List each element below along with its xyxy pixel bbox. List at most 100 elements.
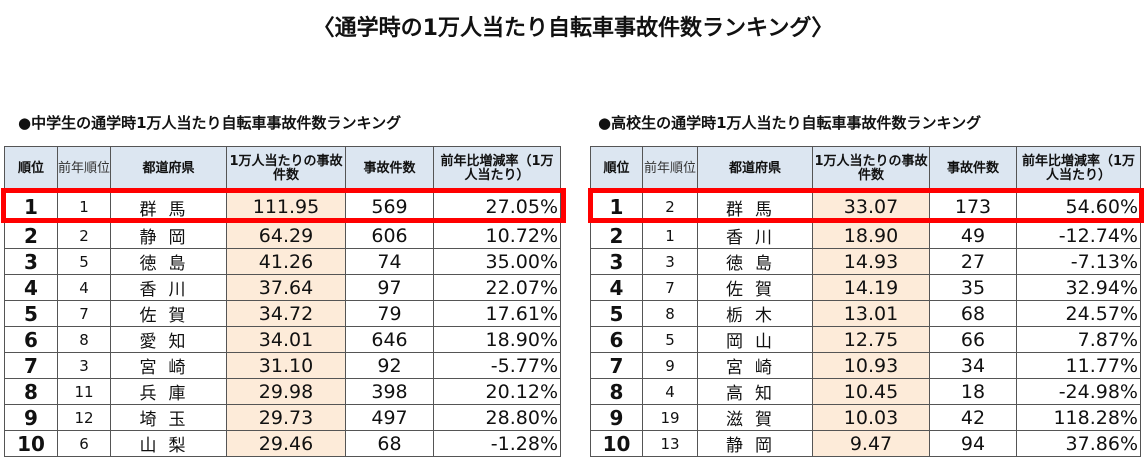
cell-prev-rank: 5: [57, 248, 111, 275]
cell-prefecture: 愛知: [110, 326, 227, 353]
cell-rank: 8: [4, 378, 58, 405]
cell-prefecture: 高知: [697, 378, 813, 405]
table-row: 5 7 佐賀 34.72 79 17.61%: [4, 300, 561, 327]
table-row: 7 3 宮崎 31.10 92 -5.77%: [4, 352, 561, 379]
high-school-ranking-table: 順位 前年順位 都道府県 1万人当たりの事故件数 事故件数 前年比増減率（1万人当たり） 1…: [590, 146, 1141, 457]
header-prev-rank: 前年順位: [642, 146, 698, 192]
cell-change: -24.98%: [1016, 378, 1141, 405]
cell-prev-rank: 13: [642, 430, 698, 457]
cell-change: 22.07%: [433, 274, 561, 301]
cell-prev-rank: 12: [57, 404, 111, 431]
cell-rate: 14.19: [812, 274, 930, 301]
cell-count: 94: [929, 430, 1017, 457]
cell-change: 17.61%: [433, 300, 561, 327]
header-prefecture: 都道府県: [697, 146, 813, 192]
cell-count: 35: [929, 274, 1017, 301]
cell-prev-rank: 19: [642, 404, 698, 431]
cell-count: 79: [345, 300, 434, 327]
cell-count: 66: [929, 326, 1017, 353]
cell-rate: 64.29: [226, 222, 346, 249]
table-row: 9 19 滋賀 10.03 42 118.28%: [590, 404, 1141, 431]
cell-prefecture: 栃木: [697, 300, 813, 327]
cell-prev-rank: 6: [57, 430, 111, 457]
cell-prefecture: 宮崎: [110, 352, 227, 379]
cell-prefecture: 徳島: [697, 248, 813, 275]
cell-count: 646: [345, 326, 434, 353]
cell-rank: 7: [590, 352, 643, 379]
cell-count: 92: [345, 352, 434, 379]
cell-rank: 4: [590, 274, 643, 301]
cell-rate: 10.93: [812, 352, 930, 379]
highlight-box-junior-high: [1, 188, 566, 223]
cell-rank: 8: [590, 378, 643, 405]
cell-change: 20.12%: [433, 378, 561, 405]
table-row: 2 1 香川 18.90 49 -12.74%: [590, 222, 1141, 249]
cell-count: 497: [345, 404, 434, 431]
table-row: 8 11 兵庫 29.98 398 20.12%: [4, 378, 561, 405]
cell-count: 34: [929, 352, 1017, 379]
cell-prev-rank: 3: [57, 352, 111, 379]
cell-prev-rank: 8: [642, 300, 698, 327]
cell-rank: 2: [590, 222, 643, 249]
header-count: 事故件数: [929, 146, 1017, 192]
cell-prefecture: 宮崎: [697, 352, 813, 379]
cell-prev-rank: 7: [642, 274, 698, 301]
cell-rate: 18.90: [812, 222, 930, 249]
cell-rank: 10: [590, 430, 643, 457]
cell-prefecture: 香川: [110, 274, 227, 301]
cell-change: -5.77%: [433, 352, 561, 379]
table-row: 5 8 栃木 13.01 68 24.57%: [590, 300, 1141, 327]
cell-rate: 34.72: [226, 300, 346, 327]
cell-rate: 10.03: [812, 404, 930, 431]
cell-rate: 12.75: [812, 326, 930, 353]
cell-change: -12.74%: [1016, 222, 1141, 249]
header-prefecture: 都道府県: [110, 146, 227, 192]
cell-prev-rank: 7: [57, 300, 111, 327]
cell-rate: 9.47: [812, 430, 930, 457]
table-row: 1 1 群馬 111.95 569 27.05%: [4, 191, 561, 223]
table-row: 3 3 徳島 14.93 27 -7.13%: [590, 248, 1141, 275]
cell-prefecture: 静岡: [110, 222, 227, 249]
cell-rank: 4: [4, 274, 58, 301]
cell-prefecture: 兵庫: [110, 378, 227, 405]
cell-count: 27: [929, 248, 1017, 275]
cell-rank: 7: [4, 352, 58, 379]
cell-change: 24.57%: [1016, 300, 1141, 327]
header-prev-rank: 前年順位: [57, 146, 111, 192]
cell-change: 28.80%: [433, 404, 561, 431]
cell-rate: 13.01: [812, 300, 930, 327]
cell-count: 68: [929, 300, 1017, 327]
cell-prev-rank: 4: [57, 274, 111, 301]
cell-prefecture: 静岡: [697, 430, 813, 457]
cell-prefecture: 滋賀: [697, 404, 813, 431]
cell-change: 7.87%: [1016, 326, 1141, 353]
table-row: 10 13 静岡 9.47 94 37.86%: [590, 430, 1141, 457]
cell-prev-rank: 8: [57, 326, 111, 353]
cell-rate: 14.93: [812, 248, 930, 275]
cell-rank: 6: [590, 326, 643, 353]
cell-prefecture: 佐賀: [697, 274, 813, 301]
cell-prev-rank: 2: [57, 222, 111, 249]
table-row: 6 5 岡山 12.75 66 7.87%: [590, 326, 1141, 353]
cell-rank: 6: [4, 326, 58, 353]
cell-prev-rank: 5: [642, 326, 698, 353]
cell-rank: 9: [590, 404, 643, 431]
cell-rank: 1: [4, 191, 58, 223]
header-change: 前年比増減率（1万人当たり）: [1016, 146, 1141, 192]
cell-count: 68: [345, 430, 434, 457]
cell-rank: 3: [4, 248, 58, 275]
table-row: 4 4 香川 37.64 97 22.07%: [4, 274, 561, 301]
cell-rate: 33.07: [812, 191, 930, 223]
junior-high-subtitle: ●中学生の通学時1万人当たり自転車事故件数ランキング: [18, 114, 402, 132]
cell-change: 11.77%: [1016, 352, 1141, 379]
cell-prev-rank: 1: [642, 222, 698, 249]
cell-rate: 111.95: [226, 191, 346, 223]
table-row: 3 5 徳島 41.26 74 35.00%: [4, 248, 561, 275]
cell-rate: 29.73: [226, 404, 346, 431]
table-row: 4 7 佐賀 14.19 35 32.94%: [590, 274, 1141, 301]
header-count: 事故件数: [345, 146, 434, 192]
junior-high-ranking-table: 順位 前年順位 都道府県 1万人当たりの事故件数 事故件数 前年比増減率（1万人当たり） 1…: [4, 146, 561, 457]
cell-count: 97: [345, 274, 434, 301]
header-rank: 順位: [4, 146, 58, 192]
cell-rate: 29.46: [226, 430, 346, 457]
